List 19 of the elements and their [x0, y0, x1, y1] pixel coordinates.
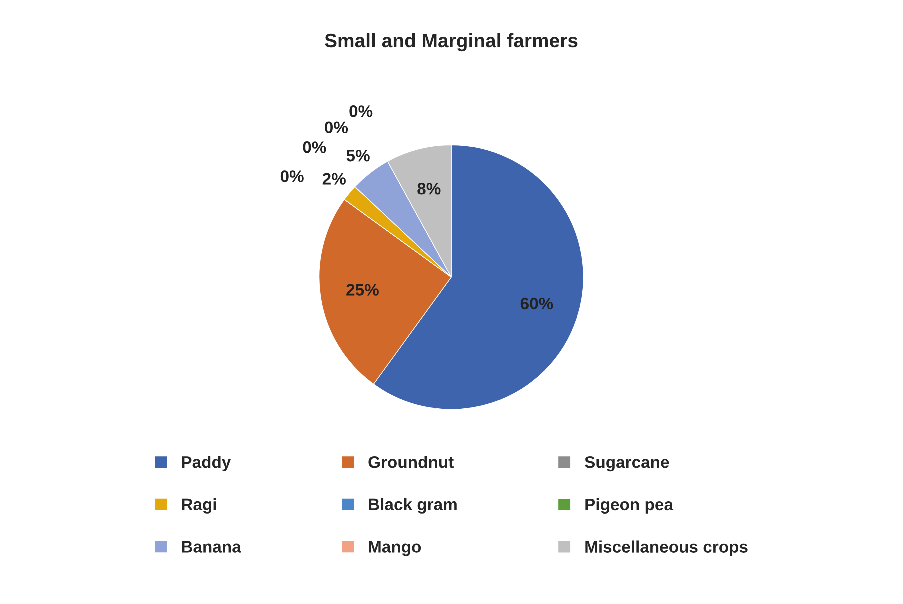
data-label: 60% — [520, 298, 554, 310]
data-label: 2% — [322, 173, 346, 185]
legend-label: Miscellaneous crops — [586, 540, 748, 556]
legend-label: Mango — [369, 541, 422, 556]
legend-label: Paddy — [182, 456, 232, 472]
legend-label: Banana — [182, 541, 242, 553]
chart-title: Small and Marginal farmers — [325, 33, 578, 52]
text: 0% — [280, 170, 304, 182]
legend-label: Black gram — [369, 498, 457, 514]
legend-label: Ragi — [182, 498, 216, 514]
legend-label: Groundnut — [368, 456, 454, 468]
data-label: 25% — [346, 284, 379, 296]
legend-label: Sugarcane — [585, 456, 670, 472]
text: 0% — [303, 142, 326, 154]
data-label: 5% — [346, 150, 370, 162]
text: 0% — [350, 106, 373, 118]
legend-label: Pigeon pea — [586, 498, 674, 514]
data-label: 8% — [418, 182, 441, 195]
text: 0% — [325, 122, 348, 134]
